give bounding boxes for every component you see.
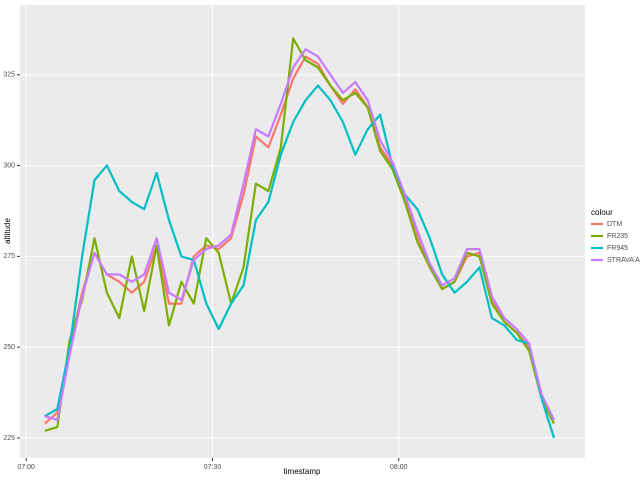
legend-label: FR945 <box>607 245 628 252</box>
series-line <box>44 55 555 425</box>
legend-label: STRAVA APP <box>607 257 640 264</box>
legend: DTM FR235 FR945 STRAVA APP <box>591 221 640 264</box>
series-line <box>44 48 555 421</box>
y-tick-label: 300 <box>3 162 15 169</box>
y-tick-label: 225 <box>3 435 15 442</box>
series-line <box>44 37 555 432</box>
y-tick-label: 325 <box>3 72 15 79</box>
legend-label: DTM <box>607 221 622 228</box>
x-tick-label: 07:30 <box>204 464 222 471</box>
x-axis-title: timestamp <box>284 467 321 476</box>
series-line <box>44 84 556 439</box>
y-axis-title: altitude <box>3 218 12 244</box>
legend-title: colour <box>591 208 613 217</box>
grid <box>20 5 585 458</box>
panel <box>20 5 585 458</box>
y-tick-label: 250 <box>3 344 15 351</box>
x-tick-label: 07:00 <box>17 464 35 471</box>
y-tick-label: 275 <box>3 253 15 260</box>
x-tick-label: 08:00 <box>390 464 408 471</box>
legend-label: FR235 <box>607 233 628 240</box>
lines <box>44 37 556 439</box>
